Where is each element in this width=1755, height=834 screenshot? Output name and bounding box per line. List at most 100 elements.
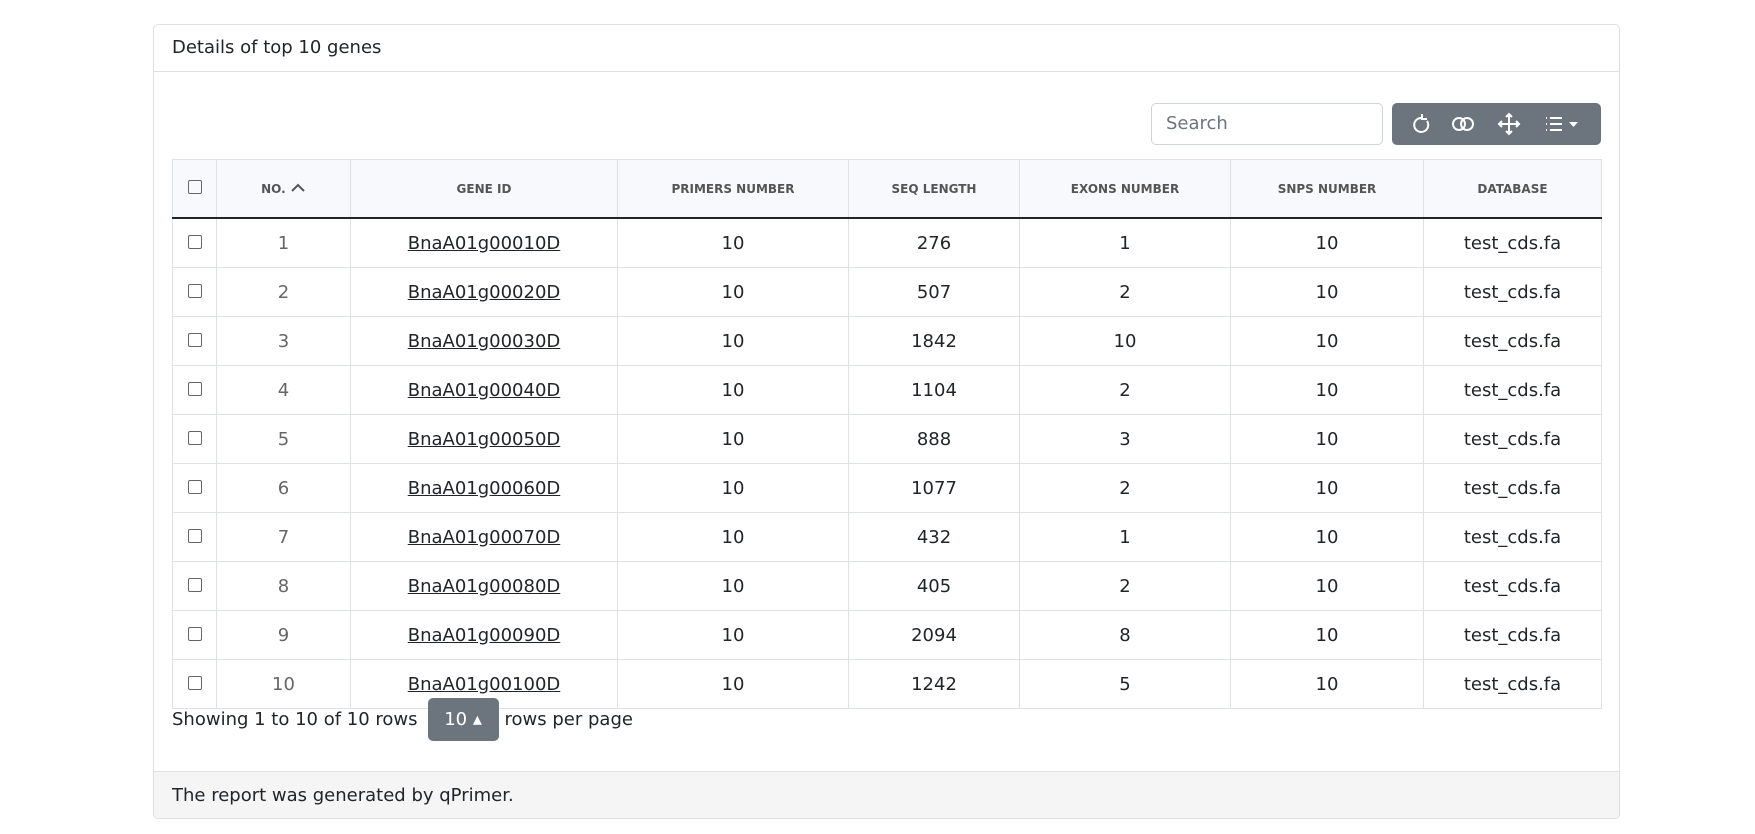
- refresh-button[interactable]: [1413, 114, 1430, 133]
- card-title: Details of top 10 genes: [154, 25, 1619, 72]
- cell-text: test_cds.fa: [1463, 477, 1562, 499]
- cell-text: 507: [916, 281, 952, 303]
- table-cell: 2: [216, 267, 351, 317]
- gene-link[interactable]: BnaA01g00010D: [407, 232, 561, 254]
- cell-text: test_cds.fa: [1463, 624, 1562, 646]
- cell-text: 1104: [911, 379, 957, 401]
- table-cell: 10: [617, 217, 849, 268]
- table-cell: 10: [1230, 512, 1424, 562]
- table-cell: 8: [216, 561, 351, 611]
- page-size-button[interactable]: 10 ▴: [427, 698, 499, 741]
- gene-table: NO. GENE ID PRIMERS NUMBER SEQ LENGTH EXONS…: [172, 159, 1602, 709]
- row-select[interactable]: [172, 610, 217, 660]
- row-select[interactable]: [172, 365, 217, 415]
- gene-link[interactable]: BnaA01g00090D: [407, 624, 561, 646]
- row-select[interactable]: [172, 463, 217, 513]
- table-cell: BnaA01g00080D: [350, 561, 618, 611]
- select-all[interactable]: [172, 159, 217, 219]
- table-cell: 10: [617, 414, 849, 464]
- column-label: PRIMERS NUMBER: [671, 181, 795, 196]
- gene-link[interactable]: BnaA01g00030D: [407, 330, 561, 352]
- page-size: 10: [444, 709, 468, 730]
- cell-text: 10: [721, 428, 745, 450]
- cell-text: test_cds.fa: [1463, 575, 1562, 597]
- card: Details of top 10 genes Search NO. GENE …: [153, 24, 1620, 819]
- columns-button[interactable]: [1546, 117, 1578, 131]
- column-header[interactable]: NO.: [216, 159, 351, 219]
- table-row: 2 BnaA01g00020D 10 507 2 10 test_cds.fa: [172, 267, 1602, 317]
- cell-text: 10: [721, 575, 745, 597]
- cell-text: 10: [721, 281, 745, 303]
- gene-link[interactable]: BnaA01g00040D: [407, 379, 561, 401]
- cell-text: 10: [721, 624, 745, 646]
- cell-text: 10: [1315, 281, 1339, 303]
- table-cell: 1104: [848, 365, 1020, 415]
- table-cell: 10: [1230, 610, 1424, 660]
- gene-link[interactable]: BnaA01g00100D: [407, 673, 561, 695]
- cell-text: 2094: [911, 624, 957, 646]
- cell-text: 10: [721, 477, 745, 499]
- cell-text: 10: [721, 232, 745, 254]
- table-cell: 888: [848, 414, 1020, 464]
- table-cell: 3: [216, 316, 351, 366]
- cell-text: 10: [1315, 673, 1339, 695]
- fullscreen-button[interactable]: [1497, 112, 1521, 136]
- cell-text: 3: [277, 330, 290, 352]
- gene-link[interactable]: BnaA01g00080D: [407, 575, 561, 597]
- cell-text: 3: [1119, 428, 1131, 450]
- table-cell: 1: [216, 217, 351, 268]
- table-cell: 10: [216, 659, 351, 709]
- cell-text: 10: [1315, 379, 1339, 401]
- cell-text: 10: [721, 379, 745, 401]
- toolbar-buttons: [1392, 103, 1601, 145]
- gene-link[interactable]: BnaA01g00020D: [407, 281, 561, 303]
- pagination: Showing 1 to 10 of 10 rows 10 ▴ rows per p…: [172, 698, 633, 741]
- cell-text: 10: [1315, 624, 1339, 646]
- table-row: 10 BnaA01g00100D 10 1242 5 10 test_cds.fa: [172, 659, 1602, 709]
- table-cell: 432: [848, 512, 1020, 562]
- toggle-button[interactable]: [1452, 117, 1474, 131]
- cell-text: 10: [1315, 477, 1339, 499]
- table-cell: 2094: [848, 610, 1020, 660]
- cell-text: 10: [1315, 575, 1339, 597]
- table-cell: 2: [1019, 267, 1231, 317]
- table-cell: 6: [216, 463, 351, 513]
- row-select[interactable]: [172, 512, 217, 562]
- gene-link[interactable]: BnaA01g00050D: [407, 428, 561, 450]
- row-select[interactable]: [172, 414, 217, 464]
- column-header: SNPS NUMBER: [1230, 159, 1424, 219]
- table-cell: BnaA01g00070D: [350, 512, 618, 562]
- table-cell: 10: [1230, 217, 1424, 268]
- cell-text: 5: [277, 428, 290, 450]
- table-cell: BnaA01g00040D: [350, 365, 618, 415]
- column-label: DATABASE: [1477, 181, 1548, 196]
- cell-text: 10: [721, 673, 745, 695]
- table-cell: 10: [617, 561, 849, 611]
- cell-text: test_cds.fa: [1463, 526, 1562, 548]
- cell-text: 10: [1315, 526, 1339, 548]
- table-cell: test_cds.fa: [1423, 561, 1602, 611]
- table-cell: test_cds.fa: [1423, 365, 1602, 415]
- table-cell: BnaA01g00020D: [350, 267, 618, 317]
- table-cell: 4: [216, 365, 351, 415]
- table-cell: 7: [216, 512, 351, 562]
- row-select[interactable]: [172, 561, 217, 611]
- row-select[interactable]: [172, 267, 217, 317]
- cell-text: 2: [1119, 281, 1131, 303]
- row-select[interactable]: [172, 217, 217, 268]
- cell-text: 2: [1119, 477, 1131, 499]
- gene-link[interactable]: BnaA01g00070D: [407, 526, 561, 548]
- cell-text: 8: [1119, 624, 1131, 646]
- table-cell: 9: [216, 610, 351, 660]
- search-input[interactable]: Search: [1151, 103, 1383, 145]
- cell-text: 1842: [911, 330, 957, 352]
- gene-link[interactable]: BnaA01g00060D: [407, 477, 561, 499]
- table-cell: 405: [848, 561, 1020, 611]
- row-select[interactable]: [172, 316, 217, 366]
- pagination-suffix: rows per page: [504, 709, 633, 730]
- table-cell: test_cds.fa: [1423, 512, 1602, 562]
- table-row: 5 BnaA01g00050D 10 888 3 10 test_cds.fa: [172, 414, 1602, 464]
- row-select[interactable]: [172, 659, 217, 709]
- table-cell: BnaA01g00050D: [350, 414, 618, 464]
